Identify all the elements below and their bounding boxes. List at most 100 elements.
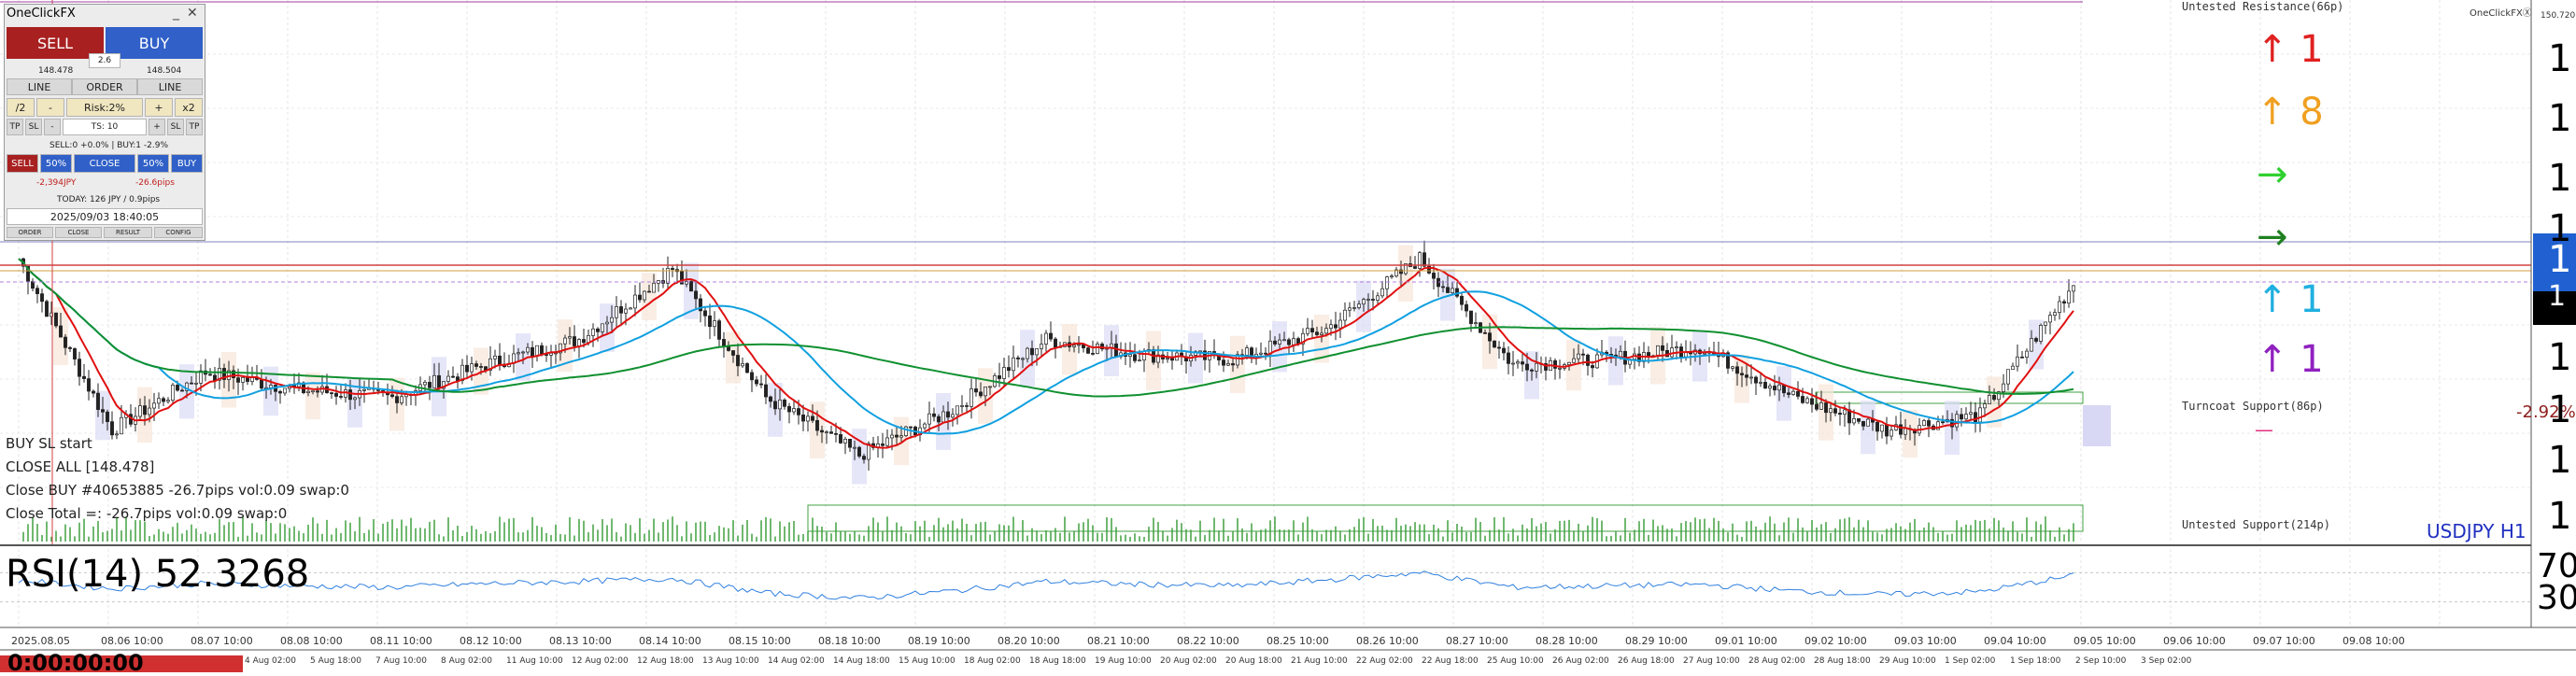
candle-body: [610, 317, 614, 323]
candle-body: [1156, 354, 1160, 363]
order-button[interactable]: ORDER: [72, 78, 137, 95]
time-label: 09.08 10:00: [2342, 635, 2405, 647]
candle-body: [1777, 384, 1781, 391]
spread-value: 2.6: [89, 53, 120, 68]
close-50-right-button[interactable]: 50%: [137, 154, 169, 173]
tab-config[interactable]: CONFIG: [154, 227, 203, 238]
candle-body: [1544, 363, 1548, 371]
candle-body: [1507, 352, 1510, 364]
candle-body: [736, 355, 740, 367]
candle-body: [1558, 368, 1562, 370]
candle-body: [941, 411, 945, 423]
candle-body: [316, 390, 319, 393]
candle-body: [1763, 382, 1767, 389]
candle-body: [2006, 369, 2010, 385]
time-label-secondary: 22 Aug 02:00: [1356, 656, 1413, 666]
sl-right-button[interactable]: SL: [167, 119, 184, 135]
candle-body: [624, 308, 628, 314]
candle-body: [1591, 365, 1594, 369]
close-all-button[interactable]: CLOSE: [74, 154, 135, 173]
time-label-secondary: 12 Aug 18:00: [637, 656, 694, 666]
candle-body: [825, 431, 828, 433]
sell-close-button[interactable]: SELL: [7, 154, 38, 173]
rsi-level-30: 30: [2537, 579, 2576, 617]
line-right-button[interactable]: LINE: [137, 78, 203, 95]
candle-body: [1530, 369, 1534, 372]
candle-body: [1306, 328, 1309, 334]
signal-arrow-5: ↑ 1: [2257, 278, 2324, 321]
candle-body: [446, 375, 450, 382]
candle-body: [96, 392, 100, 410]
candle-body: [713, 320, 716, 328]
candle-body: [460, 364, 464, 381]
candle-body: [1236, 354, 1239, 366]
candle-body: [2048, 315, 2052, 323]
candle-body: [1843, 409, 1847, 415]
close-icon[interactable]: ✕: [187, 6, 198, 21]
candle-body: [1567, 361, 1571, 365]
time-label-secondary: 22 Aug 18:00: [1422, 656, 1479, 666]
candle-body: [1670, 347, 1674, 358]
tp-right-button[interactable]: TP: [186, 119, 203, 135]
candle-body: [629, 307, 632, 310]
time-label: 08.25 10:00: [1267, 635, 1329, 647]
ts-plus-button[interactable]: +: [149, 119, 165, 135]
candle-body: [1516, 361, 1520, 364]
sell-button[interactable]: SELL: [7, 27, 104, 59]
tab-result[interactable]: RESULT: [104, 227, 152, 238]
candle-body: [330, 392, 333, 394]
ts-minus-button[interactable]: -: [44, 119, 61, 135]
candle-body: [353, 397, 357, 401]
risk-field[interactable]: Risk:2%: [66, 98, 143, 117]
candle-body: [1226, 363, 1230, 366]
minimize-icon[interactable]: _: [173, 6, 179, 21]
half-button[interactable]: /2: [7, 98, 35, 117]
candle-body: [1950, 418, 1954, 428]
candle-body: [2058, 301, 2061, 313]
candle-body: [792, 408, 796, 413]
candle-body: [577, 339, 581, 346]
candle-body: [1922, 420, 1926, 427]
candle-body: [1404, 263, 1408, 275]
risk-plus-button[interactable]: +: [145, 98, 173, 117]
tp-left-button[interactable]: TP: [7, 119, 23, 135]
candle-body: [1857, 418, 1861, 422]
candle-body: [1983, 403, 1987, 409]
double-button[interactable]: x2: [175, 98, 203, 117]
candle-body: [1805, 398, 1809, 403]
time-label-secondary: 3 Sep 02:00: [2141, 656, 2192, 666]
tab-order[interactable]: ORDER: [7, 227, 53, 238]
candle-body: [1885, 424, 1889, 437]
line-left-button[interactable]: LINE: [7, 78, 72, 95]
candle-body: [199, 370, 203, 384]
candle-body: [1002, 367, 1006, 379]
candle-body: [1334, 324, 1338, 329]
tab-close[interactable]: CLOSE: [55, 227, 102, 238]
candle-body: [1483, 331, 1487, 334]
candle-body: [1091, 352, 1095, 355]
candle-body: [1324, 328, 1328, 334]
turncoat-marker: —: [2255, 418, 2273, 441]
candle-body: [1521, 361, 1524, 365]
buy-close-button[interactable]: BUY: [171, 154, 203, 173]
time-label-secondary: 15 Aug 10:00: [899, 656, 955, 666]
candle-body: [652, 282, 656, 293]
candle-body: [498, 355, 502, 365]
candle-body: [1581, 353, 1585, 356]
candle-body: [283, 387, 287, 394]
close-50-left-button[interactable]: 50%: [40, 154, 72, 173]
candle-body: [31, 281, 35, 289]
candle-body: [1352, 307, 1356, 309]
risk-minus-button[interactable]: -: [36, 98, 64, 117]
candle-body: [2067, 290, 2071, 304]
buy-price: 148.504: [147, 66, 182, 76]
candle-body: [278, 390, 282, 394]
candle-body: [1465, 303, 1468, 312]
sl-left-button[interactable]: SL: [25, 119, 42, 135]
candle-body: [1904, 428, 1907, 435]
ts-field[interactable]: TS: 10: [63, 119, 147, 135]
candle-body: [1988, 395, 1991, 404]
candle-body: [1007, 367, 1011, 372]
buy-button[interactable]: BUY: [106, 27, 203, 59]
